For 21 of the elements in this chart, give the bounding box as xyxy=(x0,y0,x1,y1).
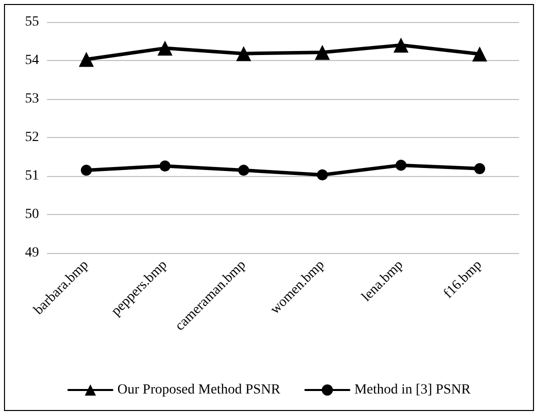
legend-label: Our Proposed Method PSNR xyxy=(117,382,281,398)
point xyxy=(394,38,408,53)
y-tick-label: 49 xyxy=(25,246,39,260)
y-tick-label: 51 xyxy=(25,168,39,184)
y-tick-label: 53 xyxy=(25,92,39,106)
y-tick-label: 55 xyxy=(25,14,39,30)
point xyxy=(80,164,92,176)
point xyxy=(316,169,328,180)
point xyxy=(396,160,406,171)
point xyxy=(474,163,486,174)
point xyxy=(78,52,94,67)
point xyxy=(238,164,250,176)
y-tick-label: 52 xyxy=(25,130,39,145)
y-tick-label: 54 xyxy=(25,53,39,68)
point xyxy=(236,46,252,62)
legend-label: Method in [3] PSNR xyxy=(354,382,472,398)
y-tick-label: 50 xyxy=(25,207,39,222)
point xyxy=(472,46,488,62)
point xyxy=(314,44,330,60)
point xyxy=(158,40,172,56)
point xyxy=(160,160,170,172)
